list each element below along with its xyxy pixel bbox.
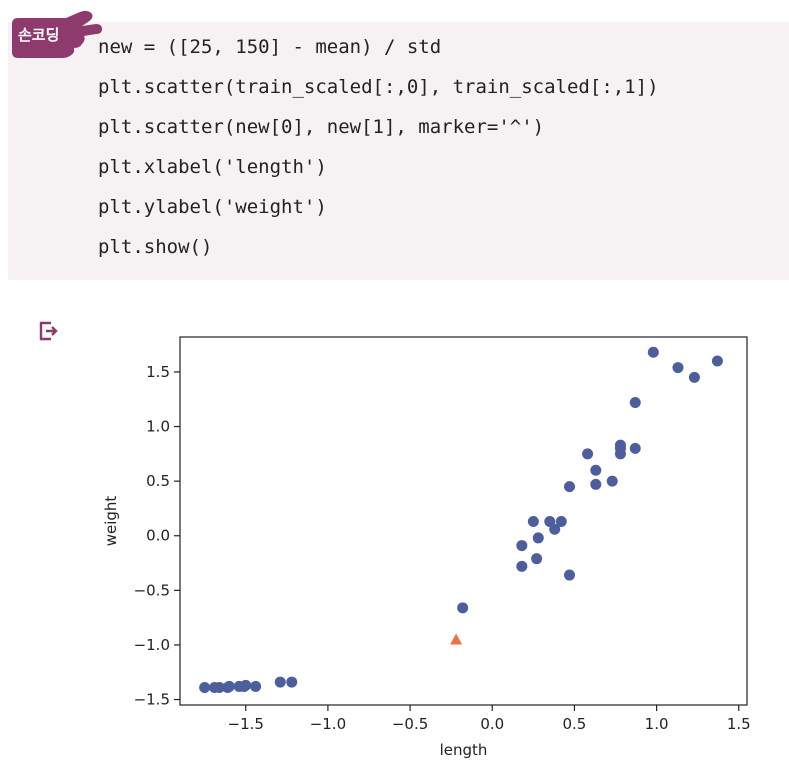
pointing-hand-icon xyxy=(12,10,102,58)
data-point xyxy=(590,464,602,476)
y-tick-label: −0.5 xyxy=(134,581,170,599)
data-point xyxy=(629,442,641,454)
x-axis-label: length xyxy=(440,741,488,759)
y-tick-label: −1.5 xyxy=(134,691,170,709)
code-line-6: plt.show() xyxy=(98,236,213,258)
data-point xyxy=(582,448,594,460)
data-point xyxy=(688,371,700,383)
data-point xyxy=(555,516,567,528)
code-line-2: plt.scatter(train_scaled[:,0], train_sca… xyxy=(98,76,659,98)
data-point xyxy=(590,478,602,490)
data-point xyxy=(250,680,262,692)
data-point xyxy=(647,346,659,358)
data-point xyxy=(199,682,211,694)
code-line-4: plt.xlabel('length') xyxy=(98,156,327,178)
x-tick-label: 1.5 xyxy=(727,715,751,733)
data-point xyxy=(564,569,576,581)
y-tick-label: 0.5 xyxy=(146,472,170,490)
scatter-chart: −1.5 −1.0 −0.5 0.0 0.5 1.0 1.5 −1.5 −1.0 −0.5 0.0… xyxy=(102,336,751,759)
data-point xyxy=(711,355,723,367)
x-tick-label: −1.0 xyxy=(310,715,346,733)
data-point xyxy=(531,553,543,565)
y-axis-label: weight xyxy=(102,496,120,547)
new-sample-triangle-marker xyxy=(450,633,463,645)
data-point xyxy=(672,362,684,374)
code-line-5: plt.ylabel('weight') xyxy=(98,196,327,218)
x-axis: −1.5 −1.0 −0.5 0.0 0.5 1.0 1.5 xyxy=(228,705,751,733)
code-line-3: plt.scatter(new[0], new[1], marker='^') xyxy=(98,116,545,138)
x-tick-label: 0.0 xyxy=(480,715,504,733)
y-tick-label: 0.0 xyxy=(146,527,170,545)
data-point xyxy=(527,516,539,528)
data-point xyxy=(457,602,469,614)
y-tick-label: 1.5 xyxy=(146,363,170,381)
x-tick-label: −1.5 xyxy=(228,715,264,733)
data-point xyxy=(614,439,626,451)
y-tick-label: −1.0 xyxy=(134,636,170,654)
data-point xyxy=(516,540,528,552)
code-line-1: new = ([25, 150] - mean) / std xyxy=(98,36,442,58)
plot-area xyxy=(179,336,748,706)
code-block: new = ([25, 150] - mean) / std plt.scatt… xyxy=(8,22,789,280)
data-points xyxy=(199,346,723,694)
badge-label: 손코딩 xyxy=(18,26,60,44)
x-tick-label: 1.0 xyxy=(645,715,669,733)
data-point xyxy=(564,481,576,493)
data-point xyxy=(549,523,561,535)
y-tick-label: 1.0 xyxy=(146,418,170,436)
data-point xyxy=(274,676,286,688)
data-point xyxy=(629,397,641,409)
x-tick-label: 0.5 xyxy=(563,715,587,733)
data-point xyxy=(240,679,252,691)
y-axis: −1.5 −1.0 −0.5 0.0 0.5 1.0 1.5 xyxy=(134,363,180,709)
output-arrow-icon xyxy=(38,320,60,346)
data-point xyxy=(606,475,618,487)
data-point xyxy=(286,676,298,688)
data-point xyxy=(532,532,544,544)
hand-coding-badge: 손코딩 xyxy=(8,10,104,66)
data-point xyxy=(516,560,528,572)
data-point xyxy=(213,682,225,694)
data-point xyxy=(223,680,235,692)
x-tick-label: −0.5 xyxy=(392,715,428,733)
